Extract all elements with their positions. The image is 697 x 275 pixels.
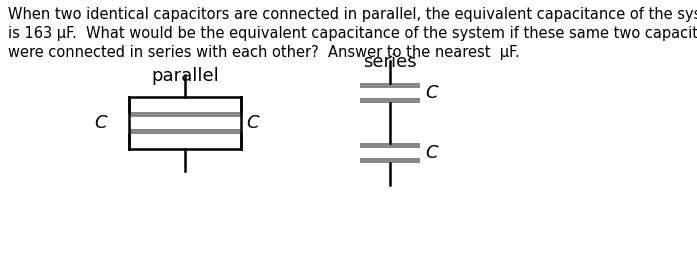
Text: $C$: $C$	[246, 114, 261, 132]
Bar	[360, 98, 420, 103]
Bar	[360, 83, 420, 88]
Text: series: series	[363, 53, 417, 71]
Text: $C$: $C$	[425, 144, 440, 162]
Bar	[360, 158, 420, 163]
Text: $C$: $C$	[425, 84, 440, 102]
Bar	[360, 143, 420, 148]
Text: is 163 μF.  What would be the equivalent capacitance of the system if these same: is 163 μF. What would be the equivalent …	[8, 26, 697, 41]
Text: parallel: parallel	[151, 67, 219, 85]
Text: were connected in series with each other?  Answer to the nearest  μF.: were connected in series with each other…	[8, 45, 520, 60]
Bar	[185, 112, 241, 117]
Bar	[129, 129, 185, 134]
Text: $C$: $C$	[95, 114, 109, 132]
Text: When two identical capacitors are connected in parallel, the equivalent capacita: When two identical capacitors are connec…	[8, 7, 697, 22]
Bar	[185, 129, 241, 134]
Bar	[129, 112, 185, 117]
